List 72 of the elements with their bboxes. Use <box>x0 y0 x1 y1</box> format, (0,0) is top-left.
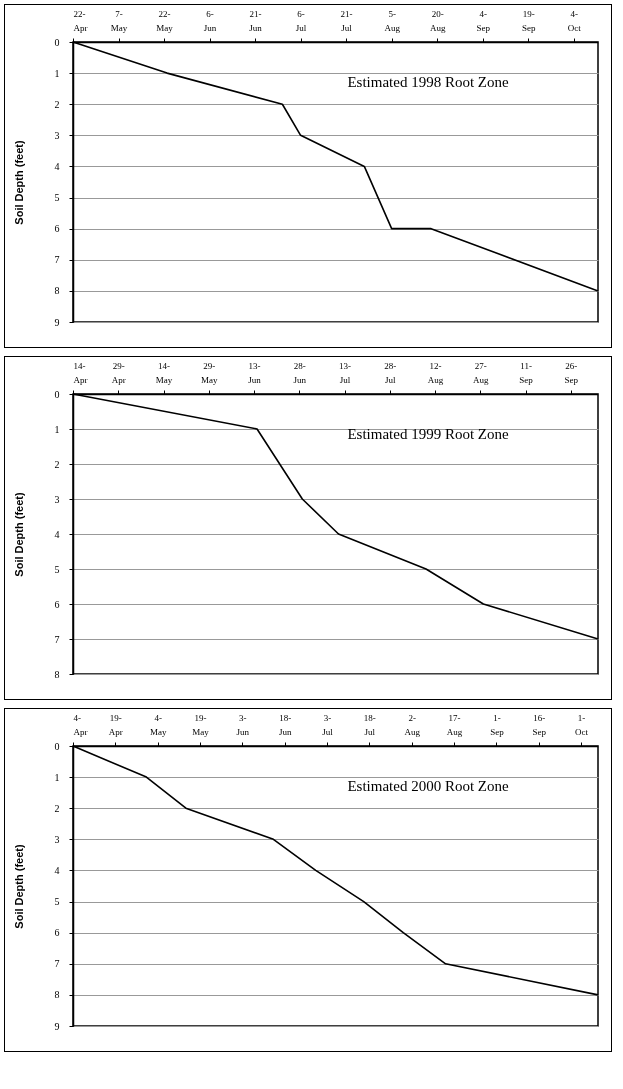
y-tick-label: 5 <box>54 896 60 908</box>
x-tick-label: 7- May <box>110 8 128 33</box>
y-tick-label: 4 <box>54 528 60 540</box>
y-tick-label: 1 <box>54 67 60 79</box>
y-axis-title: Soil Depth (feet) <box>12 140 25 225</box>
x-tick-label: 4- Sep <box>476 8 491 33</box>
text: Estimated 1998 Root Zone <box>347 74 509 90</box>
text: Estimated 2000 Root Zone <box>347 778 509 794</box>
y-tick-label: 4 <box>54 160 60 172</box>
y-tick-label: 2 <box>54 98 60 110</box>
x-tick-label: 19- Apr <box>108 712 123 737</box>
x-tick-label: 4- May <box>149 712 167 737</box>
y-tick-label: 1 <box>54 771 60 783</box>
x-tick-label: 29- May <box>201 360 219 385</box>
text: Estimated 1999 Root Zone <box>347 426 509 442</box>
y-tick-label: 6 <box>54 598 60 610</box>
x-tick-label: 18- Jun <box>278 712 292 737</box>
y-tick-label: 8 <box>54 668 60 680</box>
y-tick-label: 8 <box>54 285 60 297</box>
x-tick-label: 22- May <box>156 8 174 33</box>
y-tick-label: 1 <box>54 423 60 435</box>
x-tick-label: 13- Jun <box>248 360 262 385</box>
y-tick-label: 6 <box>54 927 60 939</box>
y-tick-label: 8 <box>54 989 60 1001</box>
y-tick-label: 7 <box>54 958 60 970</box>
y-tick-label: 9 <box>54 1020 60 1032</box>
y-tick-label: 5 <box>54 192 60 204</box>
x-tick-label: 14- May <box>155 360 173 385</box>
x-tick-label: 26- Sep <box>564 360 579 385</box>
y-tick-label: 3 <box>54 493 60 505</box>
y-tick-label: 6 <box>54 223 60 235</box>
y-tick-label: 7 <box>54 633 60 645</box>
x-tick-label: 11- Sep <box>519 360 534 385</box>
x-tick-label: 3- Jul <box>322 712 334 737</box>
y-tick-label: 3 <box>54 129 60 141</box>
y-axis-title: Soil Depth (feet) <box>12 492 25 577</box>
x-tick-label: 20- Aug <box>429 8 446 33</box>
x-tick-label: 21- Jun <box>249 8 263 33</box>
x-tick-label: 27- Aug <box>473 360 490 385</box>
x-tick-label: 19- May <box>192 712 210 737</box>
x-tick-label: 6- Jun <box>203 8 217 33</box>
x-tick-label: 16- Sep <box>532 712 547 737</box>
y-tick-label: 5 <box>54 563 60 575</box>
x-tick-label: 2- Aug <box>404 712 421 737</box>
y-tick-label: 0 <box>54 740 60 752</box>
x-tick-label: 14- Apr <box>73 360 88 385</box>
x-tick-label: 3- Jun <box>236 712 250 737</box>
x-tick-label: 13- Jul <box>339 360 352 385</box>
y-tick-label: 2 <box>54 458 60 470</box>
x-tick-label: 22- Apr <box>73 8 88 33</box>
x-tick-label: 1- Sep <box>490 712 505 737</box>
y-tick-label: 0 <box>54 388 60 400</box>
x-tick-label: 28- Jul <box>384 360 397 385</box>
x-tick-label: 28- Jun <box>293 360 307 385</box>
x-tick-label: 19- Sep <box>521 8 536 33</box>
x-tick-label: 4- Oct <box>567 8 582 33</box>
x-tick-label: 1- Oct <box>575 712 589 737</box>
y-tick-label: 0 <box>54 36 60 48</box>
y-tick-label: 4 <box>54 864 60 876</box>
y-tick-label: 7 <box>54 254 60 266</box>
y-tick-label: 3 <box>54 833 60 845</box>
x-tick-label: 29- Apr <box>111 360 126 385</box>
y-axis-title: Soil Depth (feet) <box>12 844 25 929</box>
y-tick-label: 9 <box>54 316 60 328</box>
x-tick-label: 6- Jul <box>295 8 307 33</box>
y-tick-label: 2 <box>54 802 60 814</box>
x-tick-label: 18- Jul <box>363 712 376 737</box>
x-tick-label: 12- Aug <box>427 360 444 385</box>
x-tick-label: 21- Jul <box>340 8 353 33</box>
x-tick-label: 17- Aug <box>446 712 463 737</box>
x-tick-label: 5- Aug <box>384 8 401 33</box>
x-tick-label: 4- Apr <box>73 712 88 737</box>
